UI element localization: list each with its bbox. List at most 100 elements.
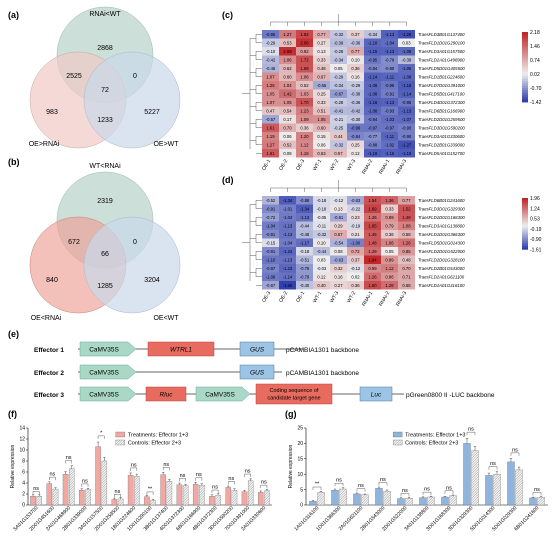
significance-label: ns <box>115 489 121 495</box>
venn-b-right-only: 3204 <box>144 277 160 284</box>
heatmap-cell-value: 0.79 <box>385 224 394 229</box>
heatmap-cell <box>398 132 415 141</box>
heatmap-cell-value: -1.08 <box>402 49 412 54</box>
heatmap-cell-value: -0.67 <box>334 92 344 97</box>
heatmap-cell-value: 1.08 <box>402 224 411 229</box>
heatmap-cell <box>381 55 398 64</box>
heatmap-cell-value: 0.27 <box>334 283 343 288</box>
bar-control <box>117 498 124 506</box>
heatmap-cell <box>398 115 415 124</box>
heatmap-cell-value: -1.15 <box>402 109 412 114</box>
heatmap-cell-value: -0.48 <box>300 232 310 237</box>
heatmap-cell <box>398 81 415 90</box>
heatmap-cell-value: -1.17 <box>300 241 310 246</box>
heatmap-cell <box>347 47 364 56</box>
heatmap-cell <box>279 38 296 47</box>
heatmap-cell <box>364 55 381 64</box>
heatmap-column-label: WT-1 <box>312 290 323 304</box>
bar-treatment <box>46 483 53 506</box>
heatmap-cell-value: -0.40 <box>300 283 310 288</box>
heatmap-cell-value: -1.11 <box>385 134 395 139</box>
heatmap-cell <box>330 81 347 90</box>
heatmap-cell <box>262 106 279 115</box>
significance-label: ns <box>358 483 364 489</box>
heatmap-cell <box>364 106 381 115</box>
heatmap-cell-value: -0.05 <box>317 215 327 220</box>
significance-bracket <box>114 494 121 498</box>
heatmap-scale-step <box>522 235 528 238</box>
heatmap-cell <box>330 64 347 73</box>
heatmap-cell-value: 0.33 <box>317 100 326 105</box>
heatmap-column-label: WT-2 <box>346 290 357 304</box>
heatmap-cell <box>296 272 313 281</box>
significance-label: ns <box>446 485 452 491</box>
heatmap-cell <box>296 247 313 256</box>
heatmap-cell <box>364 196 381 205</box>
wtrl1-box <box>147 341 215 357</box>
heatmap-cell <box>296 140 313 149</box>
heatmap-scale-step <box>522 55 528 59</box>
heatmap-gene-label: TraesFLD6B01G166900 <box>418 109 465 114</box>
heatmap-scale-step <box>522 199 528 202</box>
heatmap-cell <box>330 196 347 205</box>
heatmap-cell <box>381 264 398 273</box>
heatmap-cell <box>262 98 279 107</box>
heatmap-cell <box>381 30 398 39</box>
heatmap-cell <box>330 221 347 230</box>
heatmap-cell <box>364 213 381 222</box>
heatmap-cell <box>398 47 415 56</box>
bar-control <box>493 474 501 506</box>
luc-label: Luc <box>371 392 382 399</box>
heatmap-cell <box>330 30 347 39</box>
heatmap-cell <box>381 247 398 256</box>
heatmap-scale-step <box>522 225 528 228</box>
heatmap-cell <box>279 115 296 124</box>
heatmap-cell <box>279 132 296 141</box>
heatmap-scale-step <box>522 92 528 96</box>
heatmap-cell <box>313 38 330 47</box>
heatmap-cell-value: -0.72 <box>266 215 276 220</box>
heatmap-cell <box>347 149 364 158</box>
heatmap-cell-value: -1.19 <box>368 151 378 156</box>
heatmap-column-label: OE-3 <box>295 158 306 171</box>
legend-swatch-treatment <box>392 431 403 438</box>
heatmap-scale-step <box>522 232 528 235</box>
heatmap-cell-value: -0.97 <box>368 126 378 131</box>
venn-b-label-left: OE<RNAi <box>31 315 62 322</box>
heatmap-gene-label: TraesFLD2B01G543000 <box>418 266 465 271</box>
heatmap-cell <box>313 72 330 81</box>
heatmap-cell <box>381 89 398 98</box>
heatmap-cell <box>398 140 415 149</box>
camv-promoter-2 <box>79 364 137 380</box>
bar-control <box>405 498 413 506</box>
heatmap-cell <box>262 64 279 73</box>
heatmap-cell-value: 1.07 <box>266 100 275 105</box>
heatmap-cell <box>364 64 381 73</box>
heatmap-cell-value: 0.44 <box>334 134 343 139</box>
heatmap-cell-value: 1.26 <box>368 275 377 280</box>
gus-box-2 <box>239 364 275 380</box>
heatmap-cell <box>330 204 347 213</box>
heatmap-cell-value: 0.71 <box>402 275 411 280</box>
heatmap-cell <box>381 230 398 239</box>
heatmap-cell-value: -0.28 <box>334 49 344 54</box>
heatmap-scale-step <box>522 242 528 245</box>
significance-label: ns <box>196 472 202 478</box>
significance-bracket <box>532 492 542 496</box>
heatmap-cell <box>364 98 381 107</box>
bar-treatment <box>375 488 383 506</box>
heatmap-cell <box>296 30 313 39</box>
y-tick-label: 12 <box>19 437 25 443</box>
heatmap-cell <box>347 196 364 205</box>
rluc-box <box>145 386 187 402</box>
heatmap-cell <box>347 72 364 81</box>
heatmap-cell-value: -0.97 <box>266 266 276 271</box>
significance-label: ns <box>131 462 137 468</box>
bar-control <box>166 481 173 506</box>
heatmap-cell-value: 1.94 <box>368 258 377 263</box>
heatmap-cell <box>398 255 415 264</box>
heatmap-cell <box>262 238 279 247</box>
significance-label: ns <box>49 472 55 478</box>
heatmap-cell-value: -1.13 <box>283 232 293 237</box>
heatmap-cell-value: -0.30 <box>351 117 361 122</box>
